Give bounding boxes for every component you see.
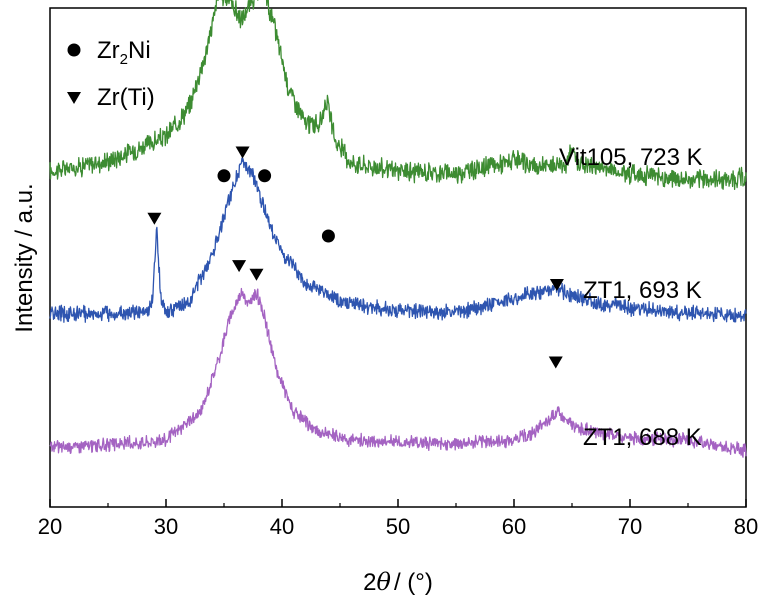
x-ticks: 20 30 40 50 60 70 80 bbox=[38, 499, 758, 539]
x-tick-label: 60 bbox=[502, 514, 526, 539]
series-labels: Vit105, 723 K ZT1, 693 K ZT1, 688 K bbox=[559, 144, 703, 451]
zr2ni-peak-marker bbox=[321, 229, 335, 243]
zrti-peak-marker bbox=[235, 146, 250, 159]
series-line bbox=[49, 157, 747, 323]
peak-markers bbox=[147, 146, 564, 369]
series-label: ZT1, 688 K bbox=[583, 424, 702, 451]
x-tick-label: 30 bbox=[154, 514, 178, 539]
series-line bbox=[49, 287, 747, 458]
zrti-peak-marker bbox=[249, 268, 264, 281]
legend: Zr2Ni Zr(Ti) bbox=[67, 37, 155, 111]
zr2ni-peak-marker bbox=[258, 169, 272, 183]
zrti-peak-marker bbox=[147, 212, 162, 225]
x-tick-label: 40 bbox=[270, 514, 294, 539]
series-label: Vit105, 723 K bbox=[559, 144, 703, 171]
x-tick-label: 20 bbox=[38, 514, 62, 539]
x-tick-label: 70 bbox=[618, 514, 642, 539]
series-group bbox=[49, 0, 747, 458]
legend-circle-marker bbox=[67, 43, 81, 57]
y-axis-title: Intensity / a.u. bbox=[11, 183, 38, 332]
x-tick-label: 80 bbox=[734, 514, 758, 539]
legend-triangle-marker bbox=[67, 92, 81, 104]
legend-label-zrti: Zr(Ti) bbox=[97, 84, 155, 111]
zrti-peak-marker bbox=[548, 356, 563, 369]
legend-label-zr2ni: Zr2Ni bbox=[97, 37, 151, 68]
x-axis-title: 2θ / (°) bbox=[363, 568, 433, 596]
zrti-peak-marker bbox=[549, 279, 564, 292]
series-line bbox=[49, 0, 747, 191]
series-label: ZT1, 693 K bbox=[583, 277, 702, 304]
zrti-peak-marker bbox=[232, 260, 247, 273]
zr2ni-peak-marker bbox=[217, 169, 231, 183]
x-tick-label: 50 bbox=[386, 514, 410, 539]
